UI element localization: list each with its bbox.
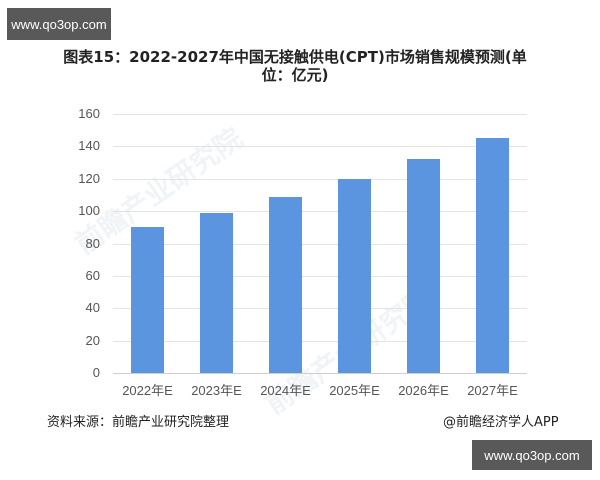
- chart-title-line-2: 位：亿元): [261, 66, 329, 84]
- x-tick-label: 2027年E: [467, 383, 518, 398]
- bar-2024年E: [269, 196, 302, 373]
- x-tick-label: 2024年E: [260, 383, 311, 398]
- chart-title: 图表15：2022-2027年中国无接触供电(CPT)市场销售规模预测(单 位：…: [60, 48, 530, 84]
- watermark-bottom: www.qo3op.com: [472, 440, 592, 470]
- y-tick-label: 80: [85, 235, 100, 251]
- gridline: [113, 114, 527, 115]
- gridline: [113, 146, 527, 148]
- x-tick-label: 2023年E: [191, 383, 242, 398]
- bar-2026年E: [407, 159, 440, 373]
- chart-title-line-1: 图表15：2022-2027年中国无接触供电(CPT)市场销售规模预测(单: [63, 48, 527, 66]
- y-tick-label: 120: [78, 170, 100, 186]
- x-tick-label: 2022年E: [122, 383, 173, 398]
- bar-2027年E: [476, 138, 509, 373]
- bar-2022年E: [131, 227, 164, 373]
- x-tick-label: 2025年E: [329, 383, 380, 398]
- y-tick-label: 60: [85, 267, 100, 283]
- gridline: [113, 308, 527, 310]
- x-tick-label: 2026年E: [398, 383, 449, 398]
- y-tick-label: 100: [78, 203, 100, 219]
- credit-note: @前瞻经济学人APP: [443, 415, 559, 430]
- gridline: [113, 211, 527, 213]
- source-note: 资料来源：前瞻产业研究院整理: [47, 415, 230, 430]
- y-tick-label: 40: [85, 300, 100, 316]
- gridline: [113, 275, 527, 277]
- bar-2023年E: [200, 212, 233, 373]
- gridline: [113, 340, 527, 342]
- x-axis-line: [113, 373, 527, 374]
- y-tick-label: 160: [78, 106, 100, 121]
- watermark-top: www.qo3op.com: [7, 8, 111, 40]
- gridline: [113, 178, 527, 180]
- y-tick-label: 140: [78, 138, 100, 154]
- gridline: [113, 243, 527, 245]
- bar-2025年E: [338, 178, 371, 373]
- y-tick-label: 0: [92, 365, 100, 380]
- y-tick-label: 20: [85, 332, 100, 348]
